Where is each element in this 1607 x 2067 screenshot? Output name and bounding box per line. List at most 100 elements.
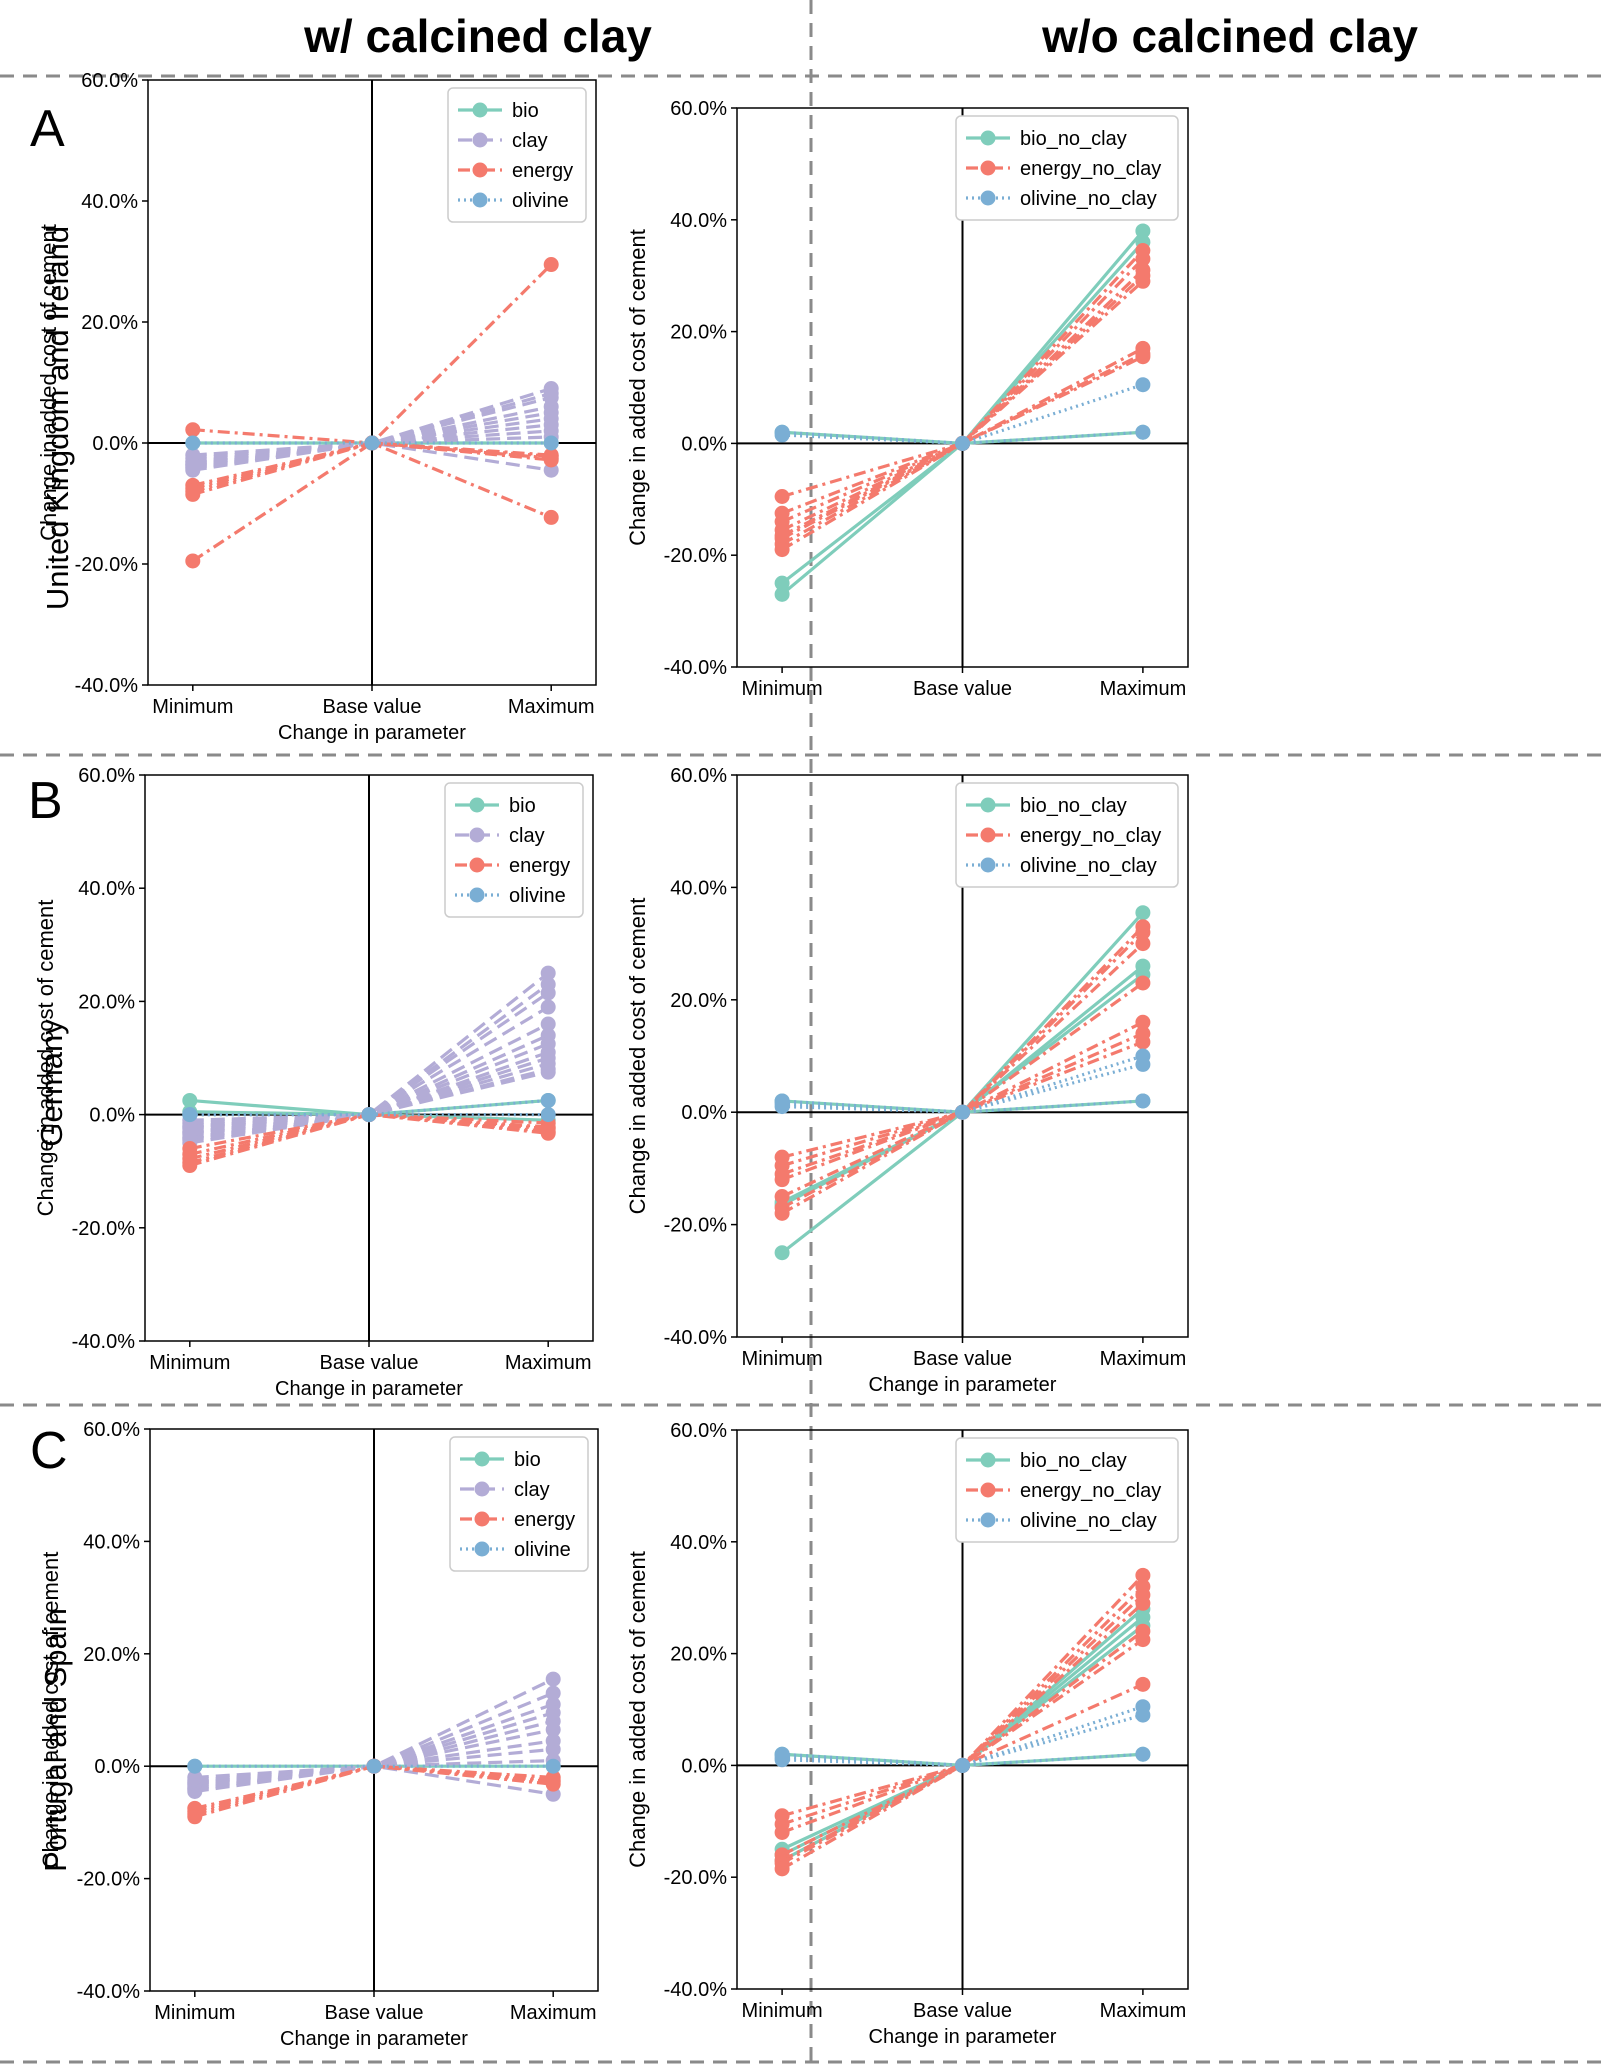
legend: bio_no_clay energy_no_clay olivine_no_clay [955,782,1179,888]
x-axis-label: Change in parameter [278,722,466,744]
data-point [545,1685,561,1701]
y-tick-label: 60.0% [78,765,135,787]
data-point [540,985,556,1001]
legend-marker [469,857,485,873]
data-point [543,462,559,478]
x-tick-label: Minimum [154,2002,235,2024]
data-point [774,424,790,440]
data-point [543,509,559,525]
data-point [185,422,201,438]
legend-marker [474,1481,490,1497]
data-point [185,435,201,451]
legend-marker [472,192,488,208]
data-point [540,1016,556,1032]
y-tick-label: 0.0% [94,1756,140,1778]
y-axis-label: Change in added cost of cement [38,1552,63,1869]
legend-label: bio [514,1449,541,1471]
legend-marker [980,1512,996,1528]
x-tick-label: Maximum [510,2002,597,2024]
y-tick-label: -40.0% [664,657,728,679]
legend-marker [474,1541,490,1557]
data-point [774,1189,790,1204]
x-tick-label: Minimum [742,1348,823,1370]
data-point [1135,1567,1151,1583]
series-line [191,263,553,563]
series-olivine_no_clay [774,377,1151,451]
data-point [366,1758,382,1774]
data-point [774,1172,790,1188]
x-tick-label: Minimum [742,678,823,700]
data-point [182,1158,198,1174]
y-tick-label: -20.0% [77,1869,141,1891]
data-point [1135,975,1151,991]
legend-marker [472,162,488,178]
column-header-without-clay: w/o calcined clay [1041,10,1418,62]
legend-label: olivine [514,1539,571,1561]
y-tick-label: 40.0% [670,1532,727,1554]
data-point [774,489,790,505]
data-point [364,435,380,451]
y-tick-label: -20.0% [72,1218,136,1240]
series-line [781,352,1144,524]
x-tick-label: Minimum [152,696,233,718]
legend-label: clay [514,1479,550,1501]
data-point [1135,268,1151,284]
y-tick-label: 60.0% [670,765,727,787]
legend-label: energy_no_clay [1020,158,1161,180]
legend-box [444,782,584,918]
data-point [774,1205,790,1221]
y-tick-label: -20.0% [664,1215,728,1237]
legend-label: energy_no_clay [1020,825,1161,847]
data-point [774,1824,790,1840]
y-tick-label: 40.0% [78,878,135,900]
legend-marker [474,1511,490,1527]
y-tick-label: 60.0% [81,70,138,92]
data-point [1135,919,1151,935]
y-tick-label: -20.0% [75,554,139,576]
y-tick-label: -40.0% [77,1981,141,2003]
legend-label: bio_no_clay [1020,795,1127,817]
data-point [182,1107,198,1123]
data-point [540,1064,556,1080]
legend: bio_no_clay energy_no_clay olivine_no_clay [955,115,1179,221]
data-point [543,435,559,451]
legend-label: energy [514,1509,575,1531]
y-tick-label: -20.0% [664,1867,728,1889]
legend-marker [469,887,485,903]
chart-panel-C-with-clay: -40.0% -20.0% 0.0% 20.0% 40.0% 60.0% Minimum Ba… [38,1419,599,2050]
data-point [545,1776,561,1792]
y-axis-label: Change in added cost of cement [33,900,58,1217]
chart-panel-A-without-clay: -40.0% -20.0% 0.0% 20.0% 40.0% 60.0% Minimum Ba… [625,98,1189,700]
data-point [1135,1707,1151,1723]
legend: bio_no_clay energy_no_clay olivine_no_clay [955,1437,1179,1543]
x-tick-label: Maximum [1100,1348,1187,1370]
legend: bio clay energy olivine [447,87,587,223]
data-point [774,528,790,544]
x-axis-label: Change in parameter [869,2026,1057,2048]
y-tick-label: 20.0% [81,312,138,334]
chart-panel-A-with-clay: -40.0% -20.0% 0.0% 20.0% 40.0% 60.0% Minimum Ba… [36,70,597,744]
legend-marker [980,190,996,206]
y-tick-label: 0.0% [681,1102,727,1124]
x-tick-label: Base value [913,2000,1012,2022]
row-label-portugal-spain: Portugal and Spain [38,1608,73,1872]
data-point [774,1093,790,1109]
y-tick-label: 40.0% [670,877,727,899]
y-tick-label: 40.0% [670,210,727,232]
x-tick-label: Base value [323,696,422,718]
legend: bio clay energy olivine [449,1436,589,1572]
y-tick-label: -20.0% [664,545,728,567]
data-point [955,1104,970,1120]
x-tick-label: Base value [320,1352,419,1374]
y-tick-label: 0.0% [92,433,138,455]
data-point [1135,1014,1151,1030]
data-point [1135,905,1151,921]
series-olivine [185,435,559,451]
legend-marker [472,102,488,118]
legend-label: olivine_no_clay [1020,1510,1157,1532]
data-point [540,1107,556,1123]
legend-marker [980,857,996,873]
y-axis-label: Change in added cost of cement [36,224,61,541]
x-tick-label: Maximum [505,1352,592,1374]
